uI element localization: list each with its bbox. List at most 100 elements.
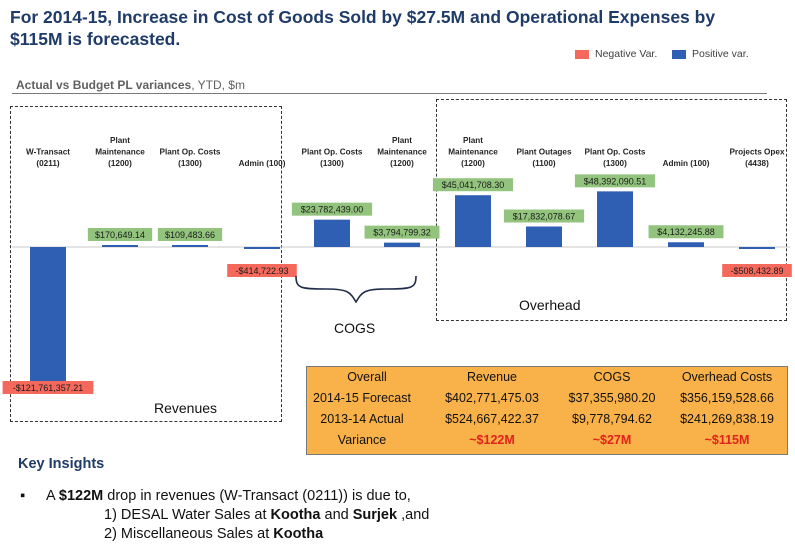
category-label-0: W-Transact (0211) bbox=[26, 148, 70, 169]
insight-text: ,and bbox=[397, 507, 430, 523]
insight-bold: Surjek bbox=[352, 507, 398, 523]
data-label-7: $17,832,078.67 bbox=[503, 209, 585, 223]
table-cell: $356,159,528.66 bbox=[680, 391, 774, 405]
insight-text: 1) DESAL Water Sales at bbox=[104, 507, 271, 523]
bar-3 bbox=[244, 247, 280, 249]
chart-subtitle: Actual vs Budget PL variances, YTD, $m bbox=[16, 78, 245, 92]
svg-text:-$414,722.93: -$414,722.93 bbox=[235, 266, 288, 276]
group-label-cogs: COGS bbox=[334, 320, 376, 336]
category-label-3: Admin (100) bbox=[239, 159, 286, 168]
insight-bold: Kootha bbox=[270, 507, 321, 523]
cogs-brace bbox=[295, 275, 417, 304]
category-label-6: Plant Maintenance (1200) bbox=[448, 136, 498, 168]
svg-text:$109,483.66: $109,483.66 bbox=[165, 230, 215, 240]
svg-text:$4,132,245.88: $4,132,245.88 bbox=[657, 227, 715, 237]
data-label-1: $170,649.14 bbox=[87, 228, 153, 241]
table-header: Revenue bbox=[466, 370, 518, 384]
bar-2 bbox=[172, 245, 208, 247]
legend-negative: Negative Var. bbox=[575, 48, 657, 60]
category-label-9: Admin (100) bbox=[663, 159, 710, 168]
bar-1 bbox=[102, 245, 138, 247]
data-label-0: -$121,761,357.21 bbox=[2, 381, 94, 394]
legend-positive-swatch bbox=[672, 49, 686, 59]
svg-text:-$508,432.89: -$508,432.89 bbox=[730, 266, 783, 276]
svg-text:(1300): (1300) bbox=[178, 159, 202, 168]
data-label-10: -$508,432.89 bbox=[722, 264, 792, 277]
svg-text:$170,649.14: $170,649.14 bbox=[95, 230, 145, 240]
table-cell: $9,778,794.62 bbox=[572, 412, 652, 426]
category-label-10: Projects Opex (4438) bbox=[729, 148, 785, 169]
svg-text:Maintenance: Maintenance bbox=[377, 148, 427, 157]
insight-text: and bbox=[320, 507, 353, 523]
data-label-8: $48,392,090.51 bbox=[574, 174, 656, 188]
svg-text:Plant Op. Costs: Plant Op. Costs bbox=[302, 148, 363, 157]
table-row: 2014-15 Forecast $402,771,475.03 $37,355… bbox=[307, 391, 787, 412]
svg-text:(1200): (1200) bbox=[461, 159, 485, 168]
table-cell: 2013-14 Actual bbox=[320, 412, 404, 426]
insights-heading: Key Insights bbox=[18, 456, 105, 472]
overhead-group-box bbox=[436, 99, 787, 321]
svg-text:Plant: Plant bbox=[463, 136, 483, 145]
insight-text: drop in revenues (W-Transact (0211)) is … bbox=[103, 488, 411, 504]
legend-positive-label: Positive var. bbox=[692, 48, 749, 60]
svg-text:Plant Op. Costs: Plant Op. Costs bbox=[160, 148, 221, 157]
insight-line-2: 1) DESAL Water Sales at Kootha and Surje… bbox=[104, 507, 429, 523]
category-label-5: Plant Maintenance (1200) bbox=[377, 136, 427, 168]
svg-text:(1300): (1300) bbox=[320, 159, 344, 168]
insight-bold: $122M bbox=[58, 488, 104, 504]
category-label-2: Plant Op. Costs (1300) bbox=[160, 148, 221, 169]
variance-overhead: ~$115M bbox=[704, 433, 750, 447]
svg-text:-$121,761,357.21: -$121,761,357.21 bbox=[13, 383, 84, 393]
svg-text:$3,794,799.32: $3,794,799.32 bbox=[373, 228, 431, 238]
bar-7 bbox=[526, 226, 562, 247]
subtitle-rule bbox=[12, 93, 767, 94]
svg-text:(1300): (1300) bbox=[603, 159, 627, 168]
subtitle-main: Actual vs Budget PL variances bbox=[16, 78, 192, 92]
bar-9 bbox=[668, 242, 704, 247]
svg-text:$48,392,090.51: $48,392,090.51 bbox=[584, 176, 647, 186]
bar-8 bbox=[597, 191, 633, 247]
table-cell: $524,667,422.37 bbox=[445, 412, 539, 426]
insight-line-3: 2) Miscellaneous Sales at Kootha bbox=[104, 526, 323, 542]
table-cell: $241,269,838.19 bbox=[680, 412, 774, 426]
bar-4 bbox=[314, 219, 350, 247]
bar-5 bbox=[384, 242, 420, 247]
data-label-4: $23,782,439.00 bbox=[291, 202, 373, 216]
variance-cogs: ~$27M bbox=[592, 433, 632, 447]
category-label-4: Plant Op. Costs (1300) bbox=[302, 148, 363, 169]
legend-negative-label: Negative Var. bbox=[595, 48, 658, 60]
svg-text:(1100): (1100) bbox=[532, 159, 555, 168]
svg-text:(4438): (4438) bbox=[745, 159, 769, 168]
svg-text:$45,041,708.30: $45,041,708.30 bbox=[442, 180, 505, 190]
data-label-6: $45,041,708.30 bbox=[432, 178, 514, 192]
category-label-7: Plant Outages (1100) bbox=[516, 148, 571, 169]
svg-text:(0211): (0211) bbox=[36, 159, 59, 168]
table-cell: $37,355,980.20 bbox=[568, 391, 656, 405]
bar-10 bbox=[739, 247, 775, 249]
variance-revenue: ~$122M bbox=[469, 433, 515, 447]
table-row: 2013-14 Actual $524,667,422.37 $9,778,79… bbox=[307, 412, 787, 433]
table-header: COGS bbox=[593, 370, 631, 384]
category-label-1: Plant Maintenance (1200) bbox=[95, 136, 145, 168]
table-header-row: Overall Revenue COGS Overhead Costs bbox=[307, 370, 787, 391]
svg-text:$23,782,439.00: $23,782,439.00 bbox=[301, 205, 364, 215]
svg-text:Maintenance: Maintenance bbox=[448, 148, 498, 157]
group-label-revenues: Revenues bbox=[154, 400, 218, 416]
table-cell: Variance bbox=[337, 433, 387, 447]
svg-text:Admin (100): Admin (100) bbox=[239, 159, 286, 168]
svg-text:Plant Outages: Plant Outages bbox=[516, 148, 571, 157]
data-label-2: $109,483.66 bbox=[157, 228, 223, 241]
insight-text: A bbox=[46, 488, 59, 504]
table-cell: 2014-15 Forecast bbox=[313, 391, 411, 405]
svg-text:(1200): (1200) bbox=[108, 159, 132, 168]
category-label-8: Plant Op. Costs (1300) bbox=[585, 148, 646, 169]
legend-negative-swatch bbox=[575, 49, 589, 59]
bar-0 bbox=[30, 247, 66, 387]
data-label-3: -$414,722.93 bbox=[227, 264, 297, 277]
insight-text: 2) Miscellaneous Sales at bbox=[104, 526, 274, 542]
svg-text:Maintenance: Maintenance bbox=[95, 148, 145, 157]
table-cell: $402,771,475.03 bbox=[445, 391, 539, 405]
insight-line-1: A $122M drop in revenues (W-Transact (02… bbox=[46, 488, 411, 504]
insight-bold: Kootha bbox=[273, 526, 324, 542]
